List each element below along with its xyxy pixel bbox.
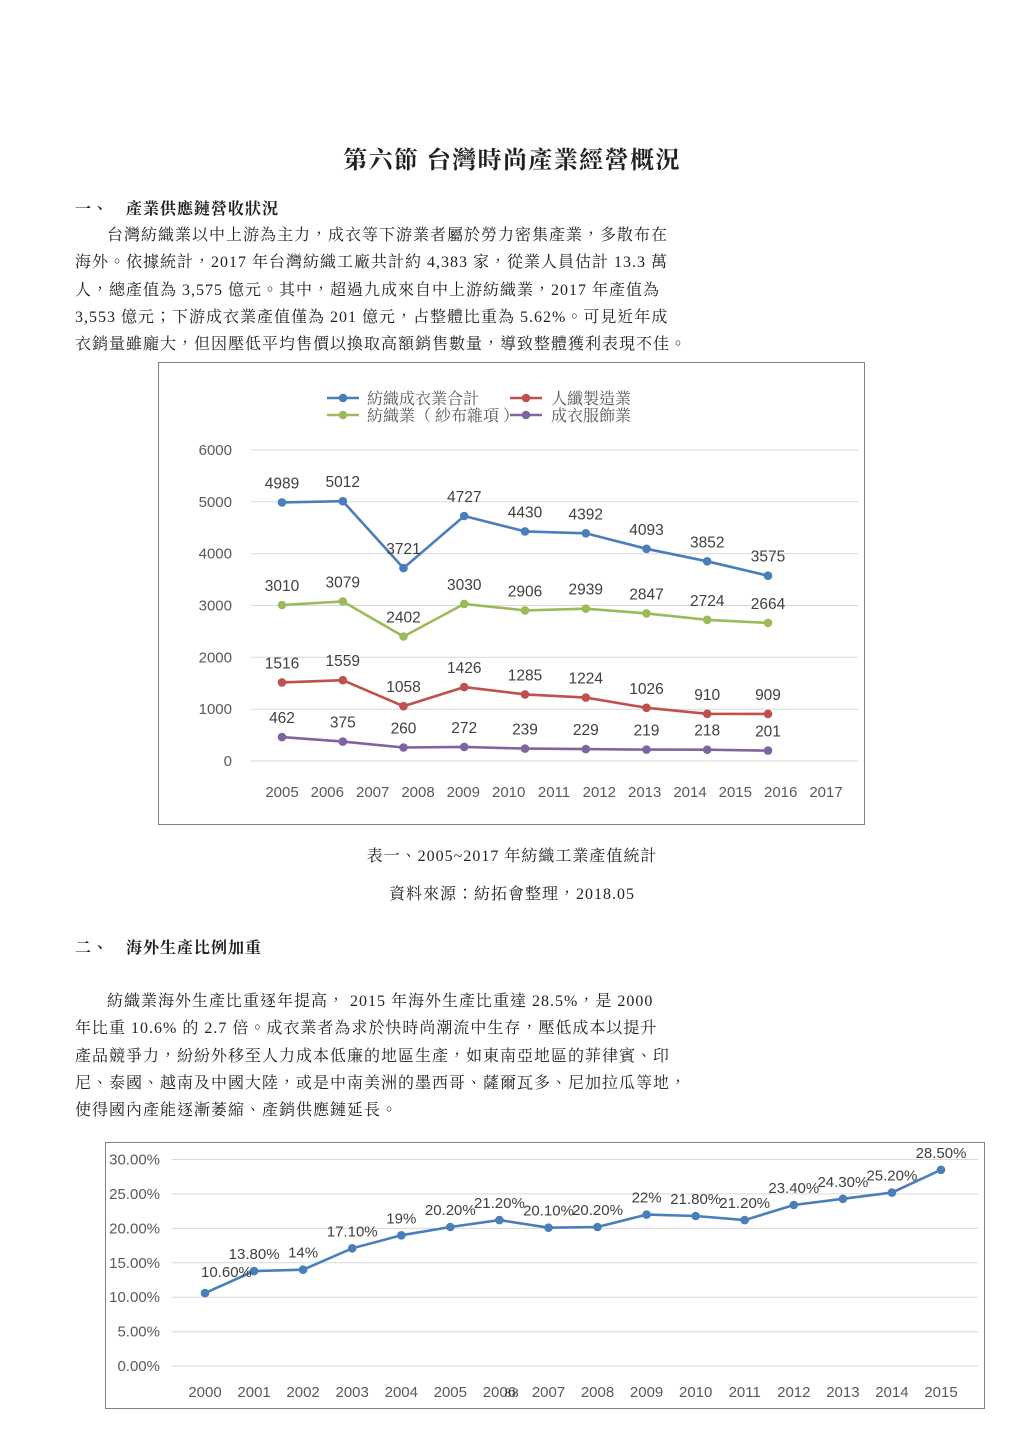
svg-text:25.00%: 25.00% [109,1186,160,1203]
svg-text:19%: 19% [386,1210,416,1227]
svg-text:14%: 14% [288,1245,318,1262]
svg-text:15.00%: 15.00% [109,1255,160,1272]
svg-text:20.20%: 20.20% [425,1202,476,1219]
svg-text:24.30%: 24.30% [817,1174,868,1191]
svg-text:17.10%: 17.10% [327,1223,378,1240]
svg-text:10.00%: 10.00% [109,1289,160,1306]
svg-text:20.00%: 20.00% [109,1220,160,1237]
svg-text:22%: 22% [632,1190,662,1207]
svg-text:5.00%: 5.00% [117,1324,160,1341]
svg-text:25.20%: 25.20% [866,1168,917,1185]
svg-text:23.40%: 23.40% [768,1180,819,1197]
svg-text:20.10%: 20.10% [523,1203,574,1220]
svg-text:20.20%: 20.20% [572,1202,623,1219]
svg-text:21.80%: 21.80% [670,1191,721,1208]
svg-text:10.60%: 10.60% [201,1264,252,1281]
svg-text:30.00%: 30.00% [109,1152,160,1169]
svg-text:21.20%: 21.20% [719,1195,770,1212]
svg-text:28.50%: 28.50% [916,1145,967,1162]
svg-text:0.00%: 0.00% [117,1358,160,1375]
svg-text:21.20%: 21.20% [474,1195,525,1212]
svg-text:13.80%: 13.80% [229,1246,280,1263]
